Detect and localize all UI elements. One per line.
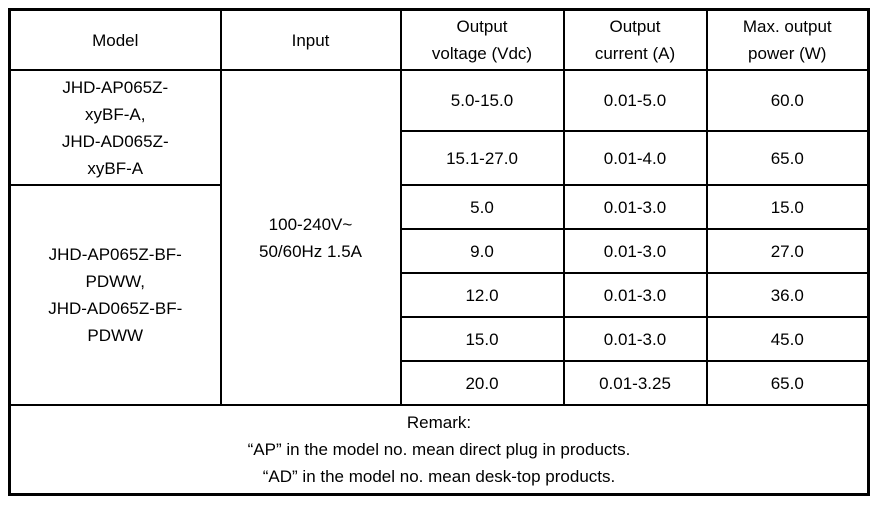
output-current-cell: 0.01-3.0: [562, 228, 708, 274]
max-power-cell: 65.0: [705, 130, 870, 186]
col-header-model: Model: [8, 8, 222, 71]
output-voltage-cell: 15.1-27.0: [399, 130, 565, 186]
max-power-cell: 45.0: [705, 316, 870, 362]
table-header-row: Model Input Output voltage (Vdc) Output …: [8, 8, 870, 71]
output-voltage-cell: 5.0: [399, 184, 565, 230]
col-header-voltage: Output voltage (Vdc): [399, 8, 565, 71]
table-row: 9.0 0.01-3.0 27.0: [10, 228, 870, 274]
table-row: 20.0 0.01-3.25 65.0: [10, 360, 870, 406]
model-group-a-cell: JHD-AP065Z- xyBF-A, JHD-AD065Z- xyBF-A: [8, 69, 222, 186]
remark-line-2: “AD” in the model no. mean desk-top prod…: [262, 466, 616, 486]
max-power-cell: 27.0: [705, 228, 870, 274]
output-current-cell: 0.01-4.0: [562, 130, 708, 186]
output-current-cell: 0.01-3.0: [562, 184, 708, 230]
table-row: JHD-AP065Z-BF- PDWW, JHD-AD065Z-BF- PDWW…: [8, 184, 870, 406]
remark-cell: Remark: “AP” in the model no. mean direc…: [8, 404, 870, 495]
model-group-b-cell: JHD-AP065Z-BF- PDWW, JHD-AD065Z-BF- PDWW: [8, 184, 222, 406]
col-header-current: Output current (A): [562, 8, 708, 71]
table-row: 12.0 0.01-3.0 36.0: [10, 272, 870, 318]
table-row: 15.0 0.01-3.0 45.0: [10, 316, 870, 362]
output-current-cell: 0.01-3.25: [562, 360, 708, 406]
output-voltage-cell: 15.0: [399, 316, 565, 362]
output-voltage-cell: 12.0: [399, 272, 565, 318]
output-voltage-cell: 5.0-15.0: [399, 69, 565, 132]
col-header-power: Max. output power (W): [705, 8, 870, 71]
remark-line-1: “AP” in the model no. mean direct plug i…: [247, 439, 631, 459]
table-row: 15.1-27.0 0.01-4.0 65.0: [10, 130, 870, 186]
max-power-cell: 36.0: [705, 272, 870, 318]
output-current-cell: 0.01-3.0: [562, 272, 708, 318]
output-current-cell: 0.01-3.0: [562, 316, 708, 362]
max-power-cell: 60.0: [705, 69, 870, 132]
table-row: JHD-AP065Z- xyBF-A, JHD-AD065Z- xyBF-A 1…: [8, 69, 870, 406]
output-current-cell: 0.01-5.0: [562, 69, 708, 132]
input-spec-cell: 100-240V~ 50/60Hz 1.5A: [219, 69, 402, 406]
remark-title: Remark:: [406, 412, 472, 432]
max-power-cell: 15.0: [705, 184, 870, 230]
remark-row: Remark: “AP” in the model no. mean direc…: [8, 404, 870, 495]
power-spec-table: Model Input Output voltage (Vdc) Output …: [8, 8, 870, 496]
output-voltage-cell: 20.0: [399, 360, 565, 406]
output-voltage-cell: 9.0: [399, 228, 565, 274]
max-power-cell: 65.0: [705, 360, 870, 406]
col-header-input: Input: [219, 8, 402, 71]
